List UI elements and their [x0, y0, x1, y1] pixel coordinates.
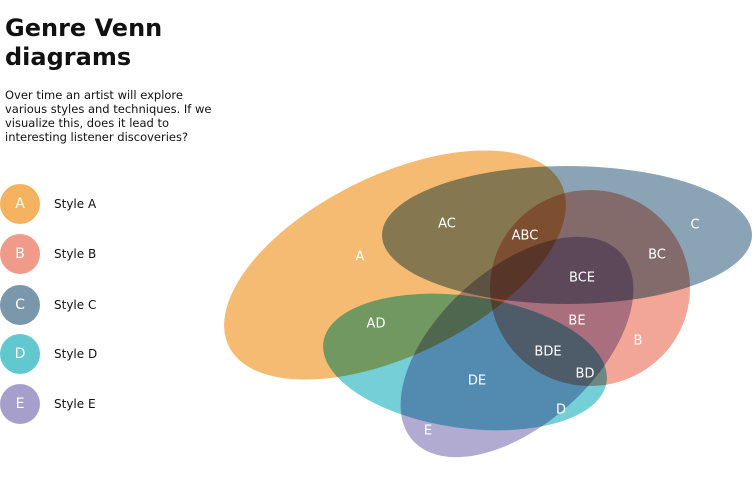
legend-item-e: E Style E [0, 384, 140, 424]
region-label-bde: BDE [534, 345, 561, 360]
legend-swatch-a: A [0, 184, 40, 224]
legend-swatch-c: C [0, 285, 40, 325]
legend-swatch-e: E [0, 384, 40, 424]
page-description: Over time an artist will explore various… [5, 88, 212, 144]
region-label-bc: BC [648, 248, 666, 263]
region-label-ac: AC [438, 217, 456, 232]
region-label-c: C [690, 218, 699, 233]
legend-item-b: B Style B [0, 234, 140, 274]
region-label-abc: ABC [512, 229, 539, 244]
region-label-bd: BD [576, 367, 595, 382]
page-title: Genre Venn diagrams [5, 14, 163, 71]
region-label-ad: AD [367, 317, 386, 332]
legend-swatch-d: D [0, 334, 40, 374]
legend-label-e: Style E [54, 397, 96, 411]
legend-label-d: Style D [54, 347, 98, 361]
region-label-e: E [424, 424, 432, 439]
region-label-bce: BCE [569, 271, 595, 286]
legend-item-d: D Style D [0, 334, 140, 374]
region-label-d: D [556, 403, 566, 418]
legend-label-a: Style A [54, 197, 97, 211]
legend-label-c: Style C [54, 298, 97, 312]
legend-item-c: C Style C [0, 285, 140, 325]
region-label-be: BE [568, 314, 585, 329]
region-label-de: DE [468, 374, 486, 389]
legend-swatch-b: B [0, 234, 40, 274]
region-label-b: B [634, 334, 643, 349]
venn-set-e [400, 236, 634, 458]
legend-label-b: Style B [54, 247, 97, 261]
legend-item-a: A Style A [0, 184, 140, 224]
region-label-a: A [356, 250, 365, 265]
venn-shapes [224, 150, 752, 458]
